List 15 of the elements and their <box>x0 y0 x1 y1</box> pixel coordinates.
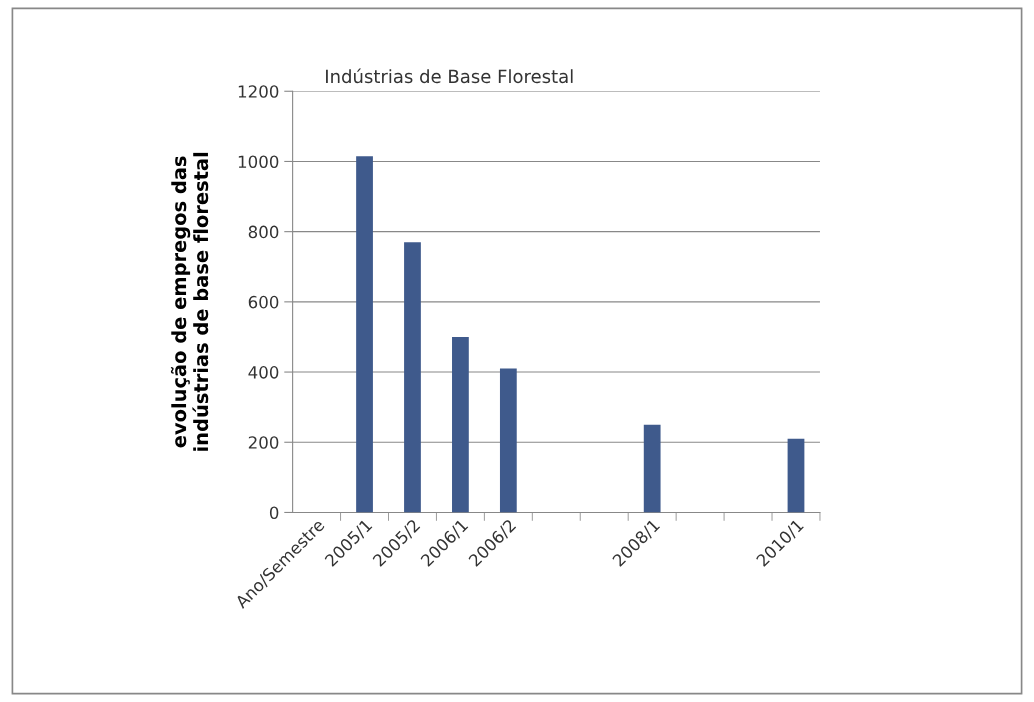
bar <box>643 424 661 513</box>
bar <box>499 368 517 513</box>
bar <box>787 438 805 513</box>
y-tick-label: 1200 <box>238 85 279 98</box>
chart-title: Indústrias de Base Florestal <box>326 68 573 84</box>
bar <box>404 242 421 513</box>
y-tick-label: 200 <box>248 436 279 449</box>
y-axis-title: evolução de empregos das indústrias de base florestal <box>170 152 209 451</box>
y-tick-label: 400 <box>248 366 279 379</box>
bar <box>452 336 469 513</box>
y-tick-label: 800 <box>248 225 279 239</box>
y-tick-label: 1000 <box>238 155 279 169</box>
y-tick-label: 0 <box>269 506 279 520</box>
y-tick-label: 600 <box>248 295 279 309</box>
bar <box>356 156 373 513</box>
